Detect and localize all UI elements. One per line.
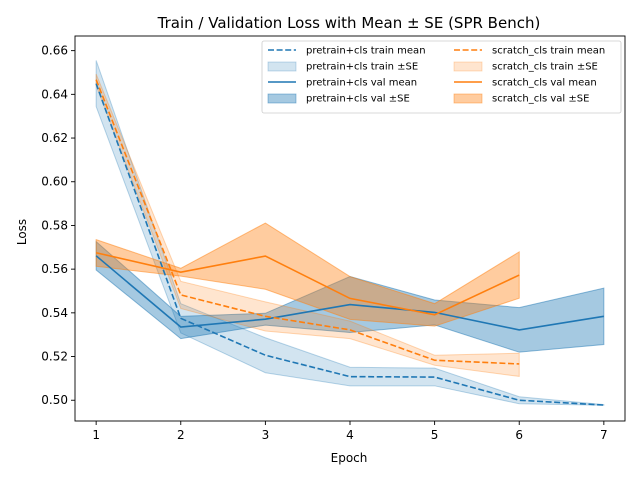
se-band-1: [95, 240, 605, 353]
legend-label: scratch_cls val mean: [492, 78, 597, 89]
x-tick-label: 5: [431, 428, 439, 442]
legend-label: scratch_cls train ±SE: [492, 62, 598, 73]
se-band-0: [95, 60, 605, 406]
chart-title: Train / Validation Loss with Mean ± SE (…: [157, 14, 541, 32]
plot-area: [95, 60, 605, 406]
x-tick-label: 1: [92, 428, 100, 442]
legend-handle-band: [267, 61, 297, 72]
legend-label: scratch_cls train mean: [492, 46, 605, 57]
y-axis-label: Loss: [15, 219, 29, 245]
y-tick-label: 0.64: [41, 87, 68, 101]
legend-label: pretrain+cls val mean: [306, 78, 417, 89]
x-tick-label: 4: [346, 428, 354, 442]
mean-line-2: [95, 79, 520, 365]
mean-line-3: [95, 251, 520, 316]
legend: pretrain+cls train mean pretrain+cls trai…: [261, 40, 622, 114]
y-tick-label: 0.62: [41, 131, 68, 145]
x-axis-label: Epoch: [331, 451, 368, 465]
mean-line-1: [95, 255, 604, 331]
y-tick-label: 0.60: [41, 175, 68, 189]
legend-handle-band: [453, 93, 483, 104]
x-tick-label: 7: [600, 428, 608, 442]
legend-label: pretrain+cls train mean: [306, 46, 426, 57]
se-band-3: [95, 222, 520, 327]
y-tick-label: 0.54: [41, 306, 68, 320]
legend-handle-band: [267, 93, 297, 104]
legend-handle-band: [453, 61, 483, 72]
y-tick-label: 0.66: [41, 44, 68, 58]
legend-box: [261, 40, 622, 114]
mean-line-0: [95, 83, 604, 406]
legend-label: scratch_cls val ±SE: [492, 94, 589, 105]
legend-label: pretrain+cls train ±SE: [306, 62, 418, 73]
y-tick-label: 0.56: [41, 262, 68, 276]
x-tick-label: 3: [262, 428, 270, 442]
y-tick-label: 0.52: [41, 350, 68, 364]
y-tick-label: 0.50: [41, 393, 68, 407]
axes: 1 2 3 4 5 6 7 0.50 0.52 0.54 0.56 0.58 0.60 0.62 0.64 0…: [41, 35, 626, 442]
x-tick-label: 6: [515, 428, 523, 442]
x-tick-label: 2: [177, 428, 185, 442]
y-tick-label: 0.58: [41, 218, 68, 232]
legend-label: pretrain+cls val ±SE: [306, 94, 410, 105]
